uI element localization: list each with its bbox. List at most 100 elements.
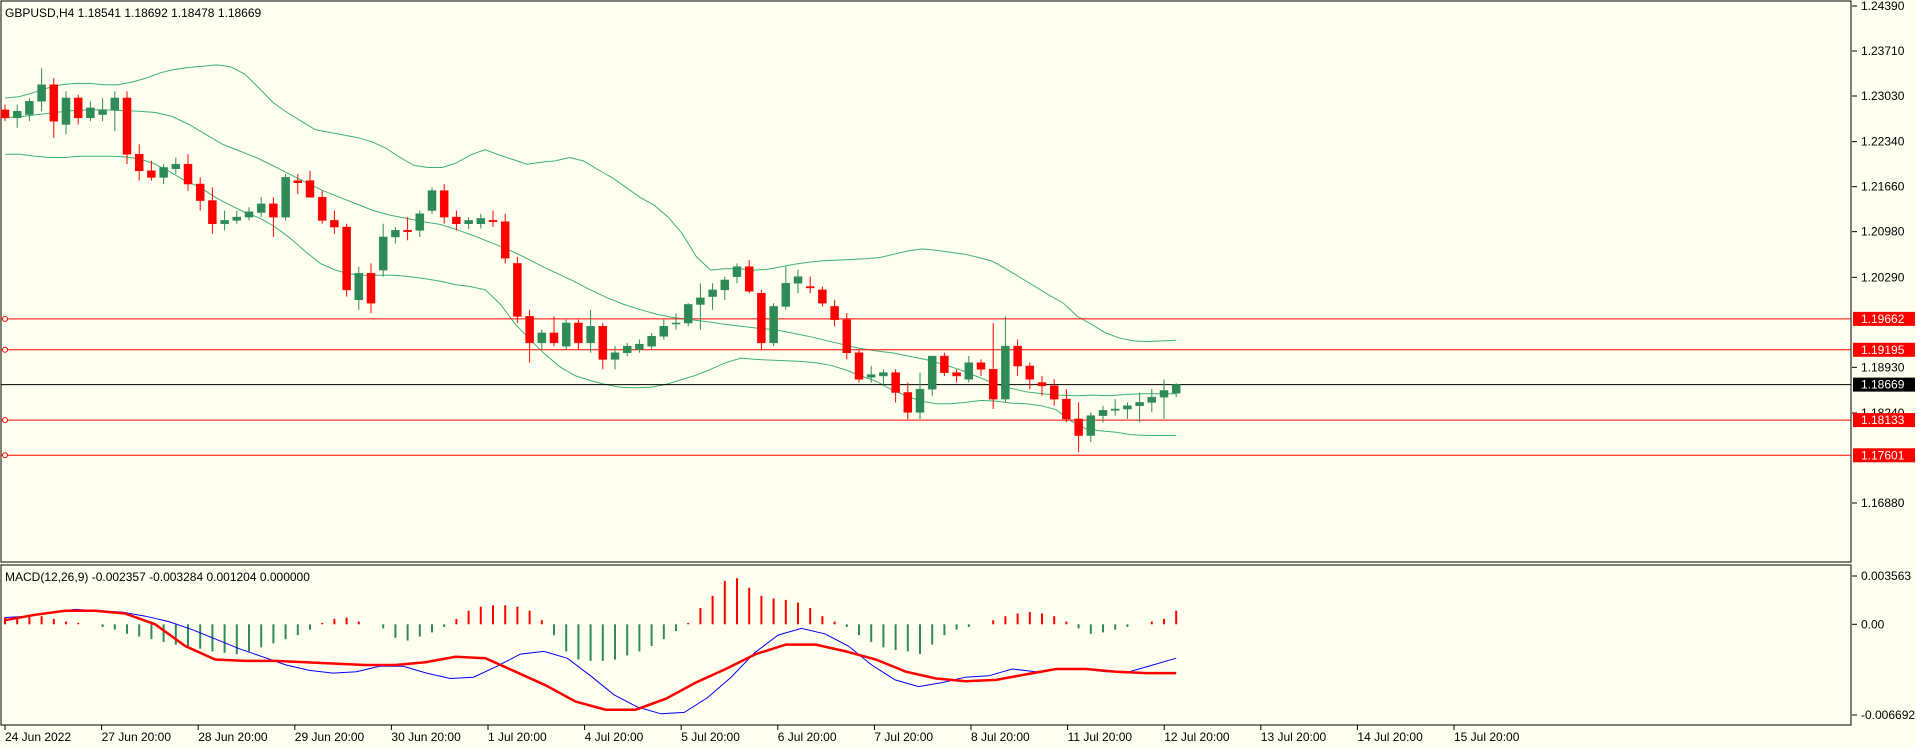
candle[interactable] bbox=[0, 104, 10, 122]
candle[interactable] bbox=[744, 260, 754, 294]
candle[interactable] bbox=[805, 276, 815, 294]
candle[interactable] bbox=[1110, 399, 1120, 416]
candle[interactable] bbox=[98, 97, 107, 122]
level-line-handle[interactable] bbox=[2, 417, 8, 424]
candle[interactable] bbox=[525, 309, 534, 363]
candle[interactable] bbox=[110, 91, 120, 132]
candle[interactable] bbox=[1123, 402, 1132, 419]
level-line-handle[interactable] bbox=[2, 315, 8, 322]
candle[interactable] bbox=[769, 303, 778, 347]
candle[interactable] bbox=[427, 187, 437, 214]
candle[interactable] bbox=[513, 256, 522, 323]
candle[interactable] bbox=[25, 97, 34, 122]
candle[interactable] bbox=[1062, 389, 1071, 423]
candle[interactable] bbox=[793, 270, 803, 294]
candle[interactable] bbox=[952, 369, 961, 383]
candle[interactable] bbox=[134, 144, 144, 181]
candle[interactable] bbox=[122, 91, 132, 165]
candle[interactable] bbox=[208, 187, 217, 234]
candle[interactable] bbox=[976, 359, 986, 376]
level-line-handle[interactable] bbox=[2, 452, 8, 459]
candle[interactable] bbox=[1159, 379, 1169, 419]
candle[interactable] bbox=[842, 313, 852, 360]
candle[interactable] bbox=[464, 217, 473, 230]
candle[interactable] bbox=[1074, 402, 1083, 453]
candle[interactable] bbox=[256, 197, 266, 218]
candle[interactable] bbox=[1147, 389, 1157, 413]
candle[interactable] bbox=[683, 303, 693, 327]
candle[interactable] bbox=[378, 223, 388, 277]
candle[interactable] bbox=[903, 382, 913, 419]
candle[interactable] bbox=[452, 210, 461, 231]
candle[interactable] bbox=[598, 322, 608, 370]
candle[interactable] bbox=[500, 213, 510, 264]
candle[interactable] bbox=[12, 104, 22, 128]
candle[interactable] bbox=[574, 319, 583, 350]
candle[interactable] bbox=[330, 210, 339, 234]
candle[interactable] bbox=[244, 207, 254, 221]
candle[interactable] bbox=[305, 170, 315, 198]
candle[interactable] bbox=[720, 276, 730, 300]
candle[interactable] bbox=[317, 190, 327, 224]
candle[interactable] bbox=[830, 299, 839, 327]
candle[interactable] bbox=[488, 210, 498, 228]
candle[interactable] bbox=[635, 339, 644, 353]
candle[interactable] bbox=[391, 227, 400, 244]
candle[interactable] bbox=[927, 355, 937, 396]
candle[interactable] bbox=[940, 352, 949, 376]
candle[interactable] bbox=[61, 91, 71, 135]
candle[interactable] bbox=[1171, 383, 1181, 398]
macd-panel[interactable] bbox=[4, 578, 1178, 715]
candle[interactable] bbox=[342, 223, 351, 297]
candle[interactable] bbox=[232, 210, 242, 224]
candle[interactable] bbox=[195, 177, 205, 211]
candle[interactable] bbox=[915, 372, 925, 419]
candle[interactable] bbox=[671, 313, 681, 330]
candle[interactable] bbox=[147, 160, 156, 181]
candle[interactable] bbox=[73, 94, 83, 125]
candle[interactable] bbox=[1037, 375, 1047, 396]
candle[interactable] bbox=[854, 349, 864, 383]
candle[interactable] bbox=[988, 322, 998, 410]
candle[interactable] bbox=[281, 174, 290, 221]
level-line-handle[interactable] bbox=[2, 346, 8, 353]
candle[interactable] bbox=[757, 289, 766, 350]
candle[interactable] bbox=[891, 369, 900, 403]
candle[interactable] bbox=[537, 329, 547, 350]
candle[interactable] bbox=[586, 309, 595, 353]
candle[interactable] bbox=[549, 316, 559, 347]
candle[interactable] bbox=[220, 210, 229, 231]
candle[interactable] bbox=[622, 342, 632, 357]
candle[interactable] bbox=[818, 286, 827, 307]
candle[interactable] bbox=[1135, 392, 1144, 423]
candle[interactable] bbox=[86, 101, 95, 122]
candle[interactable] bbox=[1098, 405, 1108, 423]
candle[interactable] bbox=[159, 164, 168, 185]
candle[interactable] bbox=[415, 210, 425, 237]
candle[interactable] bbox=[37, 68, 46, 112]
candle[interactable] bbox=[696, 283, 705, 330]
candle[interactable] bbox=[659, 319, 669, 340]
candle[interactable] bbox=[49, 78, 59, 138]
candle[interactable] bbox=[781, 266, 791, 310]
candle[interactable] bbox=[964, 356, 974, 383]
candle[interactable] bbox=[1025, 362, 1035, 390]
candle[interactable] bbox=[403, 217, 412, 241]
candle[interactable] bbox=[171, 157, 181, 175]
price-panel[interactable] bbox=[0, 64, 1851, 459]
candle[interactable] bbox=[647, 332, 656, 350]
candle[interactable] bbox=[439, 184, 449, 224]
candle[interactable] bbox=[269, 197, 278, 237]
candle[interactable] bbox=[476, 213, 486, 229]
candle[interactable] bbox=[610, 346, 620, 370]
candle[interactable] bbox=[708, 283, 717, 310]
candle[interactable] bbox=[866, 366, 876, 383]
candle[interactable] bbox=[879, 369, 888, 386]
candle[interactable] bbox=[732, 263, 742, 284]
candle[interactable] bbox=[561, 319, 571, 350]
candle[interactable] bbox=[1013, 339, 1022, 376]
candle[interactable] bbox=[1001, 316, 1010, 403]
candle[interactable] bbox=[1049, 379, 1059, 406]
candle[interactable] bbox=[183, 154, 193, 191]
